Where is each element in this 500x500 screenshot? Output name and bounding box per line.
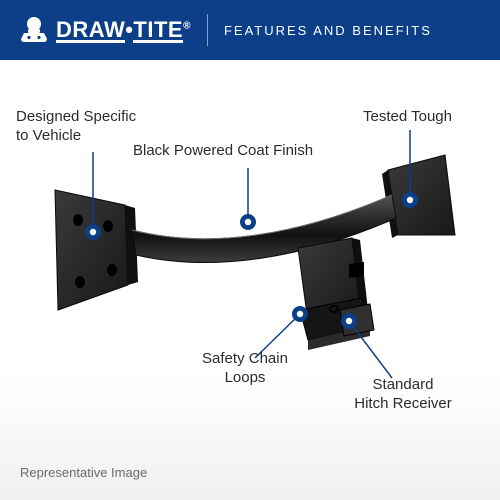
label-receiver-text: StandardHitch Receiver [354, 376, 452, 412]
label-finish: Black Powered Coat Finish [133, 142, 343, 161]
callout-designed [85, 152, 101, 240]
label-designed-text: Designed Specificto Vehicle [16, 108, 136, 144]
callout-tested [402, 130, 418, 208]
label-tested: Tested Tough [352, 108, 452, 127]
callout-receiver [341, 313, 392, 378]
registered-mark: ® [183, 20, 191, 31]
brand-logo: DRAW•TITE® [18, 14, 191, 46]
hitch-ball-icon [18, 14, 50, 46]
label-receiver: StandardHitch Receiver [338, 376, 468, 414]
label-tested-text: Tested Tough [363, 108, 452, 125]
label-loops: Safety ChainLoops [190, 350, 300, 388]
callout-finish [240, 168, 256, 230]
footer-note: Representative Image [20, 465, 147, 480]
label-loops-text: Safety ChainLoops [202, 350, 288, 386]
diagram-canvas: Designed Specificto Vehicle Black Powere… [0, 60, 500, 500]
header-bar: DRAW•TITE® FEATURES AND BENEFITS [0, 0, 500, 60]
label-finish-text: Black Powered Coat Finish [133, 142, 313, 159]
header-subtitle: FEATURES AND BENEFITS [224, 23, 432, 38]
brand-name: DRAW•TITE® [56, 17, 191, 44]
label-designed: Designed Specificto Vehicle [16, 108, 156, 146]
header-divider [207, 14, 208, 46]
